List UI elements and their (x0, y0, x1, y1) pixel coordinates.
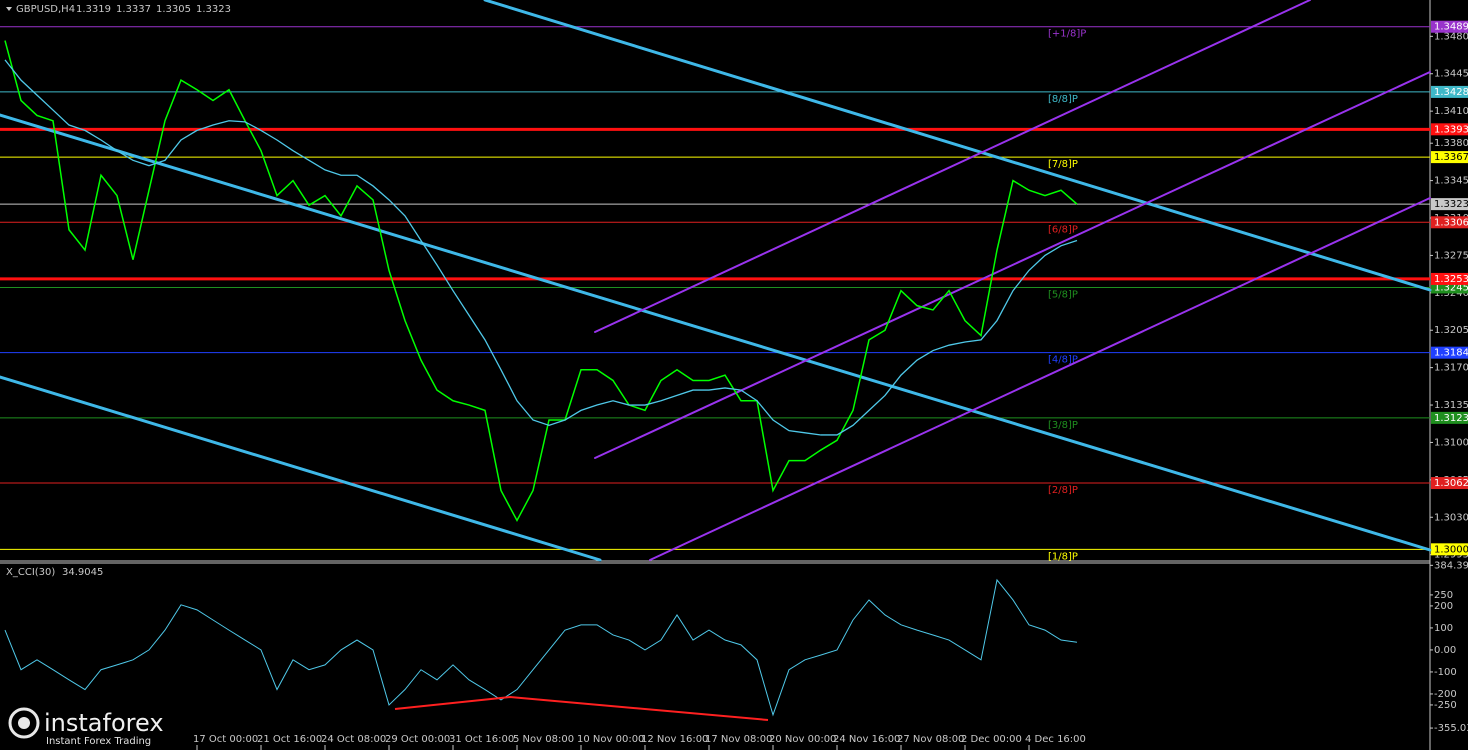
price-series (4, 40, 1078, 523)
high-price: 1.3337 (116, 4, 151, 15)
rising-channel (594, 71, 1431, 459)
x-tick-label: 24 Oct 08:00 (321, 734, 386, 745)
close-price: 1.3323 (196, 4, 231, 15)
x-tick-label: 29 Oct 00:00 (385, 734, 450, 745)
level-price: 1.3428 (1434, 87, 1468, 98)
trend-channel (483, 0, 1432, 292)
y-tick-label: 1.3445 (1434, 69, 1468, 80)
level-price: 1.3367 (1434, 152, 1468, 163)
x-tick-label: 20 Nov 00:00 (769, 734, 836, 745)
level-tag: [+1/8]P (1048, 29, 1086, 40)
x-tick-label: 10 Nov 00:00 (577, 734, 644, 745)
level-price: 1.3306 (1434, 217, 1468, 228)
level-price: 1.3323 (1434, 199, 1468, 210)
level-price-box (1431, 411, 1468, 424)
y-tick-label: 1.3480 (1434, 31, 1468, 42)
x-tick-label: 21 Oct 16:00 (257, 734, 322, 745)
trend-channel (0, 113, 1432, 552)
level-price: 1.3000 (1434, 544, 1468, 555)
open-price: 1.3319 (76, 4, 111, 15)
level-price: 1.3062 (1434, 478, 1468, 489)
sr-price-box (1431, 272, 1468, 285)
level-tag: [1/8]P (1048, 551, 1078, 562)
symbol: GBPUSD,H4 (16, 4, 75, 15)
rising-channel (594, 0, 1311, 333)
tagline: Instant Forex Trading (46, 736, 151, 747)
level-price-box (1431, 151, 1468, 164)
logo (8, 707, 40, 739)
level-tag: [5/8]P (1048, 289, 1078, 300)
sr-price: 1.3393 (1434, 124, 1468, 135)
level-price: 1.3489 (1434, 22, 1468, 33)
level-tag: [7/8]P (1048, 159, 1078, 170)
logo (18, 717, 30, 729)
y-tick-label: 1.3170 (1434, 363, 1468, 374)
y-tick-label: 1.3100 (1434, 437, 1468, 448)
low-price: 1.3305 (156, 4, 191, 15)
level-price: 1.3245 (1434, 282, 1468, 293)
brand: instaforex (44, 709, 164, 737)
level-price-box (1431, 543, 1468, 556)
rising-channel (649, 197, 1431, 561)
indicator-title: X_CCI(30) (6, 567, 55, 578)
y-tick-label: -250 (1434, 700, 1457, 711)
level-tag: [2/8]P (1048, 485, 1078, 496)
header: GBPUSD,H4 1.3319 1.3337 1.3305 1.3323 X_… (6, 4, 231, 578)
y-tick-label: -355.0319 (1434, 723, 1468, 734)
x-tick-label: 31 Oct 16:00 (449, 734, 514, 745)
y-tick-label: 1.3380 (1434, 138, 1468, 149)
y-tick-label: 1.3030 (1434, 512, 1468, 523)
sr-price: 1.3253 (1434, 274, 1468, 285)
y-tick-label: 1.3205 (1434, 325, 1468, 336)
y-tick-label: 1.3345 (1434, 176, 1468, 187)
indicator-value: 34.9045 (62, 567, 103, 578)
level-price-box (1431, 477, 1468, 490)
y-tick-label: 0.00 (1434, 645, 1456, 656)
y-tick-label: -100 (1434, 667, 1457, 678)
level-price-box (1431, 20, 1468, 33)
x-tick-label: 5 Nov 08:00 (513, 734, 574, 745)
x-tick-label: 17 Oct 00:00 (193, 734, 258, 745)
cci-line (4, 578, 1078, 717)
y-tick-label: 200 (1434, 601, 1453, 612)
y-tick-label: -200 (1434, 689, 1457, 700)
y-tick-label: 100 (1434, 623, 1453, 634)
y-tick-label: 384.3971 (1434, 560, 1468, 571)
x-tick-label: 17 Nov 08:00 (705, 734, 772, 745)
x-tick-label: 12 Nov 16:00 (641, 734, 708, 745)
y-tick-label: 250 (1434, 590, 1453, 601)
level-price-box (1431, 85, 1468, 98)
y-tick-label: 1.3275 (1434, 250, 1468, 261)
price-panel: 1.34801.34451.34101.33801.33451.33101.32… (0, 20, 1468, 562)
level-price-box (1431, 198, 1468, 211)
price-line (4, 59, 1078, 436)
x-tick-label: 24 Nov 16:00 (833, 734, 900, 745)
level-price: 1.3184 (1434, 348, 1468, 359)
level-tag: [3/8]P (1048, 420, 1078, 431)
y-tick-label: 1.3135 (1434, 400, 1468, 411)
level-tag: [6/8]P (1048, 224, 1078, 235)
level-price: 1.3123 (1434, 413, 1468, 424)
level-price-box (1431, 346, 1468, 359)
menu-arrow (6, 7, 12, 11)
x-tick-label: 4 Dec 16:00 (1025, 734, 1086, 745)
y-tick-label: 1.3410 (1434, 106, 1468, 117)
level-price-box (1431, 216, 1468, 229)
price-line (4, 40, 1078, 523)
watermark: instaforex Instant Forex Trading (4, 706, 180, 748)
x-tick-label: 2 Dec 00:00 (961, 734, 1022, 745)
channel-lines (0, 0, 1432, 562)
x-tick-label: 27 Nov 08:00 (897, 734, 964, 745)
level-tag: [4/8]P (1048, 355, 1078, 366)
level-tag: [8/8]P (1048, 94, 1078, 105)
trend-channel (0, 375, 602, 562)
divergence-line (394, 695, 769, 721)
sr-price-box (1431, 123, 1468, 136)
